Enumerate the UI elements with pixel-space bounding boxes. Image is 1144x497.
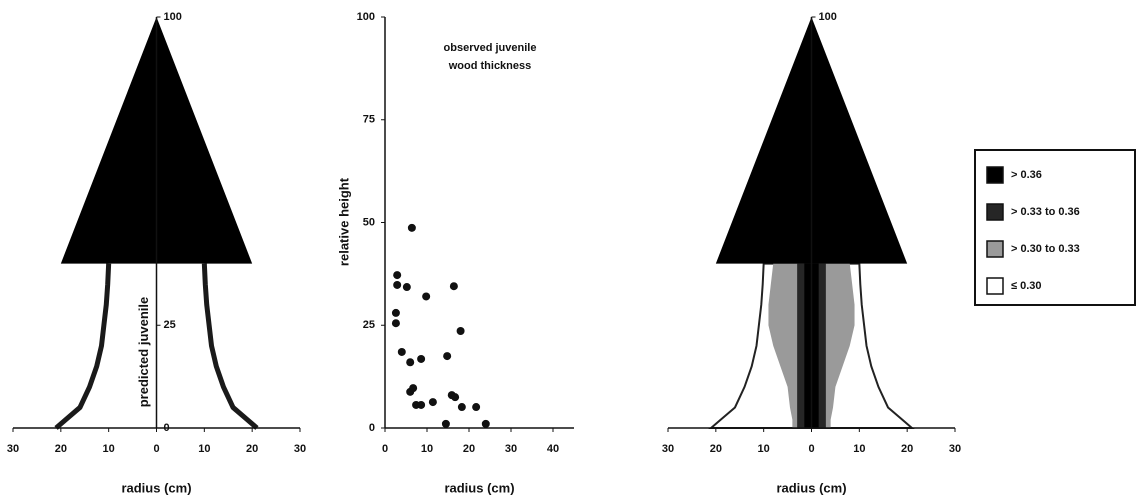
y-axis-label: relative height bbox=[336, 177, 351, 266]
x-tick-label: 0 bbox=[808, 443, 814, 455]
legend-label: > 0.36 bbox=[1011, 169, 1042, 181]
x-tick-label: 30 bbox=[949, 443, 961, 455]
point bbox=[443, 352, 452, 361]
x-tick-label: 20 bbox=[463, 443, 475, 455]
x-axis-label: radius (cm) bbox=[776, 480, 846, 495]
x-tick-label: 10 bbox=[758, 443, 770, 455]
stem-outline bbox=[54, 263, 112, 430]
annotation: observed juvenile bbox=[444, 42, 537, 54]
x-tick-label: 10 bbox=[853, 443, 865, 455]
point bbox=[391, 308, 400, 317]
point bbox=[481, 419, 490, 428]
point bbox=[449, 282, 458, 291]
x-tick-label: 10 bbox=[103, 443, 115, 455]
point bbox=[407, 223, 416, 232]
y-tick-label: 100 bbox=[357, 11, 375, 23]
annotation: wood thickness bbox=[448, 60, 532, 72]
point bbox=[397, 347, 406, 356]
stem-zone bbox=[804, 263, 812, 428]
legend-swatch bbox=[986, 277, 1004, 295]
x-tick-label: 0 bbox=[153, 443, 159, 455]
point bbox=[457, 403, 466, 412]
legend-swatch bbox=[986, 240, 1004, 258]
legend-label: ≤ 0.30 bbox=[1011, 280, 1042, 292]
legend-swatch bbox=[986, 203, 1004, 221]
y-tick-label: 100 bbox=[819, 11, 837, 23]
stem-zone bbox=[811, 263, 819, 428]
point bbox=[441, 419, 450, 428]
point bbox=[409, 384, 418, 393]
x-tick-label: 30 bbox=[7, 443, 19, 455]
x-tick-label: 10 bbox=[421, 443, 433, 455]
x-tick-label: 0 bbox=[382, 443, 388, 455]
point bbox=[417, 400, 426, 409]
x-tick-label: 40 bbox=[547, 443, 559, 455]
legend-label: > 0.33 to 0.36 bbox=[1011, 206, 1080, 218]
x-tick-label: 20 bbox=[901, 443, 913, 455]
y-tick-label: 25 bbox=[164, 319, 176, 331]
x-tick-label: 30 bbox=[505, 443, 517, 455]
x-tick-label: 10 bbox=[198, 443, 210, 455]
point bbox=[391, 319, 400, 328]
point bbox=[422, 292, 431, 301]
x-tick-label: 20 bbox=[55, 443, 67, 455]
point bbox=[428, 398, 437, 407]
point bbox=[393, 271, 402, 280]
x-axis-label: radius (cm) bbox=[121, 480, 191, 495]
point bbox=[417, 354, 426, 363]
legend-label: > 0.30 to 0.33 bbox=[1011, 243, 1080, 255]
x-tick-label: 30 bbox=[294, 443, 306, 455]
y-tick-label: 75 bbox=[363, 114, 375, 126]
x-axis-label: radius (cm) bbox=[444, 480, 514, 495]
x-tick-label: 30 bbox=[662, 443, 674, 455]
point bbox=[402, 283, 411, 292]
y-tick-label: 100 bbox=[164, 11, 182, 23]
point bbox=[406, 358, 415, 367]
point bbox=[456, 327, 465, 336]
point bbox=[393, 280, 402, 289]
y-tick-label: 50 bbox=[363, 216, 375, 228]
x-tick-label: 20 bbox=[710, 443, 722, 455]
stem-outline bbox=[201, 263, 259, 430]
legend-swatch bbox=[986, 166, 1004, 184]
point bbox=[472, 403, 481, 412]
y-tick-label: 0 bbox=[369, 422, 375, 434]
y-axis-label: predicted juvenile bbox=[136, 297, 151, 408]
x-tick-label: 20 bbox=[246, 443, 258, 455]
point bbox=[451, 393, 460, 402]
y-tick-label: 25 bbox=[363, 319, 375, 331]
